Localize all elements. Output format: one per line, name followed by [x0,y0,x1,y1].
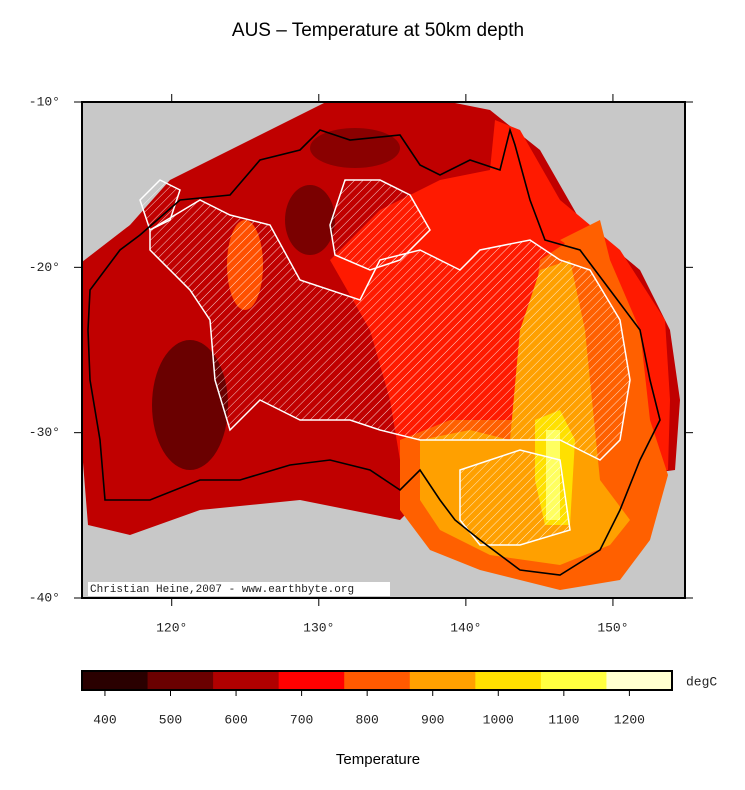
x-tick-label: 120° [156,620,187,635]
temp-zone-500 [152,340,228,470]
map-frame [81,101,686,599]
colorbar-tick-label: 900 [421,712,444,727]
credit-box [88,582,390,596]
x-tick-label: 130° [303,620,334,635]
colorbar-bin [606,671,673,690]
colorbar-tick-label: 800 [355,712,378,727]
colorbar-tick-label: 600 [224,712,247,727]
craton-hatch [329,179,431,271]
map-title: AUS – Temperature at 50km depth [232,20,524,41]
colorbar-label: Temperature [336,751,420,768]
x-tick-label: 150° [597,620,628,635]
craton-hatch [149,199,631,461]
coastline [87,127,661,576]
colorbar-tick-label: 500 [159,712,182,727]
y-tick-label: -40° [29,590,60,605]
x-tick-label: 140° [450,620,481,635]
colorbar-tick-label: 1200 [614,712,645,727]
colorbar-bin [409,671,476,690]
y-tick-label: -10° [29,94,60,109]
colorbar-tick-label: 1000 [483,712,514,727]
colorbar-unit: degC [686,674,717,689]
map-area: Christian Heine,2007 - www.earthbyte.org [82,102,685,598]
y-tick-label: -20° [29,260,60,275]
colorbar-bin [344,671,411,690]
temp-zone-500 [285,185,335,255]
colorbar-tick-label: 400 [93,712,116,727]
colorbar-bin [278,671,345,690]
colorbar-bin [147,671,214,690]
colorbar-bin [540,671,607,690]
colorbar-bin [475,671,542,690]
credit: Christian Heine,2007 - www.earthbyte.org [90,584,354,596]
colorbar-bin [213,671,280,690]
temp-zone-500 [310,128,400,168]
colorbar-frame [81,670,673,691]
craton-hatch [459,449,571,546]
colorbar-tick-label: 1100 [548,712,579,727]
y-tick-label: -30° [29,425,60,440]
colorbar-bin [82,671,149,690]
colorbar-tick-label: 700 [290,712,313,727]
